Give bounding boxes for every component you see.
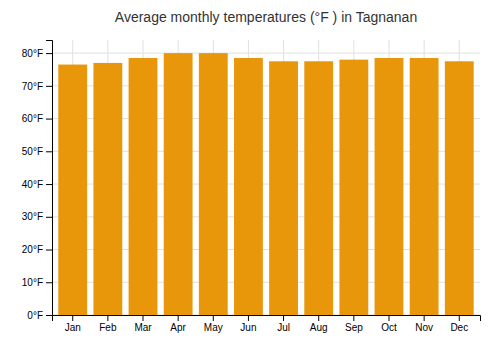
tick-mark [388, 315, 389, 321]
tick-label: 30°F [22, 211, 43, 222]
tick-mark [46, 53, 52, 54]
tick-mark [72, 315, 73, 321]
tick-label: 60°F [22, 113, 43, 124]
tick-label: 0°F [27, 310, 43, 321]
plot: Jan Feb Mar Apr May Jun Jul Aug Sep Oct Nov Dec 0°F 1… [22, 40, 481, 333]
bar [375, 58, 404, 315]
tick-mark [46, 250, 52, 251]
tick: Feb [99, 315, 117, 333]
tick-label: Aug [310, 322, 328, 333]
tick: Aug [310, 315, 328, 333]
y-axis: 0°F 10°F 20°F 30°F 40°F 50°F 60°F 70°F 80°F [22, 41, 53, 321]
tick-mark [178, 315, 179, 321]
tick-label: Oct [381, 322, 397, 333]
tick-label: Sep [345, 322, 363, 333]
tick: Jun [240, 315, 256, 333]
tick-mark [107, 315, 108, 321]
bar [164, 53, 193, 315]
tick: 80°F [22, 48, 52, 59]
tick-mark [283, 315, 284, 321]
tick-mark [46, 86, 52, 87]
tick: Jan [65, 315, 81, 333]
tick-mark [46, 315, 52, 316]
tick: Dec [450, 315, 468, 333]
tick-label: 70°F [22, 81, 43, 92]
tick-mark [318, 315, 319, 321]
grid-line [52, 53, 480, 54]
tick-mark [424, 315, 425, 321]
bar [269, 61, 298, 315]
title: Average monthly temperatures (°F ) in Ta… [115, 9, 417, 25]
tick-label: Jul [277, 322, 290, 333]
tick-label: Jan [65, 322, 81, 333]
tick-label: 80°F [22, 48, 43, 59]
tick-mark [213, 315, 214, 321]
tick: Apr [170, 315, 186, 333]
tick-mark [46, 184, 52, 185]
tick-mark [46, 282, 52, 283]
tick-mark [46, 151, 52, 152]
tick-mark [353, 315, 354, 321]
bars [58, 53, 473, 315]
tick: 40°F [22, 179, 52, 190]
tick-label: 50°F [22, 146, 43, 157]
tick: May [204, 315, 223, 333]
tick: Sep [345, 315, 363, 333]
tick-mark [46, 217, 52, 218]
tick: Nov [415, 315, 433, 333]
tick: 20°F [22, 244, 52, 255]
tick-label: Mar [134, 322, 152, 333]
tick: Jul [277, 315, 290, 333]
tick-label: Dec [450, 322, 468, 333]
grid [52, 40, 480, 315]
tick: 30°F [22, 211, 52, 222]
tick-label: May [204, 322, 223, 333]
tick: 70°F [22, 81, 52, 92]
tick: Mar [134, 315, 152, 333]
tick: 10°F [22, 277, 52, 288]
tick: 60°F [22, 113, 52, 124]
chart: Jan Feb Mar Apr May Jun Jul Aug Sep Oct Nov Dec 0°F 1… [0, 0, 500, 350]
bar [58, 65, 87, 315]
tick-label: Jun [240, 322, 256, 333]
tick-label: 40°F [22, 179, 43, 190]
bar [304, 61, 333, 315]
bar [93, 63, 122, 315]
tick-label: 20°F [22, 244, 43, 255]
tick-label: 10°F [22, 277, 43, 288]
bar [339, 60, 368, 315]
tick-label: Nov [415, 322, 433, 333]
bar [129, 58, 158, 315]
tick: Oct [381, 315, 397, 333]
x-axis: Jan Feb Mar Apr May Jun Jul Aug Sep Oct Nov Dec [53, 315, 481, 333]
tick-mark [459, 315, 460, 321]
axis-line [53, 316, 481, 322]
bar [410, 58, 439, 315]
tick-label: Apr [170, 322, 186, 333]
bar [199, 53, 228, 315]
bar [234, 58, 263, 315]
tick: 0°F [27, 310, 52, 321]
tick-mark [143, 315, 144, 321]
tick-mark [248, 315, 249, 321]
tick: 50°F [22, 146, 52, 157]
bar [445, 61, 474, 315]
tick-label: Feb [99, 322, 117, 333]
axis-line [46, 41, 53, 316]
tick-mark [46, 119, 52, 120]
